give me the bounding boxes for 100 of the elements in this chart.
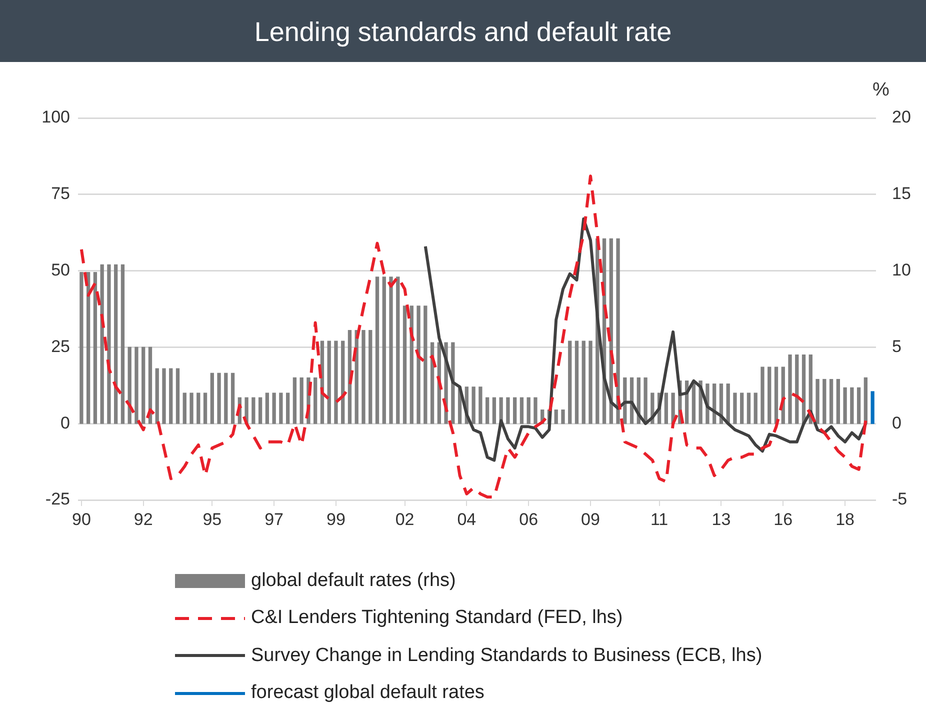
legend-label: forecast global default rates xyxy=(251,682,484,704)
bar xyxy=(506,397,510,424)
legend-label: global default rates (rhs) xyxy=(251,570,456,592)
bar xyxy=(843,387,847,424)
bar xyxy=(368,330,372,424)
x-tick-label: 13 xyxy=(712,510,731,529)
bar xyxy=(155,368,159,424)
x-tick-label: 99 xyxy=(326,510,346,529)
y2-tick-label: 20 xyxy=(892,108,911,127)
bar xyxy=(314,377,318,424)
bar xyxy=(224,372,228,424)
x-tick-label: 04 xyxy=(457,510,476,529)
bar xyxy=(561,410,565,424)
bar xyxy=(196,392,200,424)
bar xyxy=(836,378,840,424)
bar xyxy=(492,397,496,424)
bar xyxy=(182,392,186,424)
bar xyxy=(760,366,764,424)
bar xyxy=(582,340,586,424)
y-tick-label: 25 xyxy=(51,336,70,356)
x-tick-label: 11 xyxy=(650,510,668,529)
bar xyxy=(272,392,276,424)
bar xyxy=(534,397,538,424)
bar xyxy=(554,410,558,424)
x-tick-label: 06 xyxy=(519,510,538,529)
bar xyxy=(120,264,125,424)
bar xyxy=(520,397,524,424)
bar xyxy=(726,384,730,424)
x-tick-label: 92 xyxy=(134,510,153,529)
bar xyxy=(768,366,772,424)
bar xyxy=(513,397,517,424)
line-series xyxy=(80,174,868,498)
bar xyxy=(327,340,331,424)
bar xyxy=(210,372,214,424)
bar xyxy=(864,377,868,424)
bar xyxy=(856,387,861,424)
bar xyxy=(93,272,98,424)
bar xyxy=(588,340,592,424)
bar xyxy=(740,392,744,424)
bar xyxy=(402,306,407,424)
y-tick-label: 100 xyxy=(42,108,70,127)
bar xyxy=(107,264,111,424)
bar xyxy=(80,272,84,424)
bar xyxy=(190,392,194,424)
legend-label: Survey Change in Lending Standards to Business (ECB, lhs) xyxy=(251,644,762,667)
y2-axis-title: % xyxy=(872,80,890,101)
bar xyxy=(788,354,792,424)
bar xyxy=(568,340,572,424)
bar xyxy=(362,330,366,424)
y2-tick-label: 5 xyxy=(892,336,902,356)
bar xyxy=(341,340,345,424)
x-tick-label: 90 xyxy=(72,510,91,529)
bar xyxy=(203,392,208,424)
y-tick-label: 0 xyxy=(60,413,70,432)
bar xyxy=(86,272,90,424)
bar xyxy=(142,346,146,424)
bar xyxy=(382,276,386,424)
bar xyxy=(169,368,173,424)
bar xyxy=(416,306,420,424)
x-tick-label: 18 xyxy=(836,510,855,529)
y2-tick-label: 0 xyxy=(892,413,902,432)
x-tick-label: 95 xyxy=(202,510,222,529)
bar xyxy=(774,366,778,424)
x-tick-label: 09 xyxy=(581,510,600,529)
y-tick-label: 50 xyxy=(51,260,70,280)
bar xyxy=(258,397,262,424)
bar xyxy=(795,354,799,424)
bar xyxy=(279,392,283,424)
bar xyxy=(616,238,620,424)
bar xyxy=(217,372,221,424)
bar xyxy=(574,340,579,424)
bar xyxy=(472,386,476,424)
bar xyxy=(265,392,270,424)
bar xyxy=(485,397,490,424)
bar xyxy=(300,377,304,424)
bar xyxy=(396,276,400,424)
bar xyxy=(286,392,290,424)
y-tick-label: 75 xyxy=(51,184,70,204)
bar xyxy=(389,276,393,424)
bar xyxy=(424,306,428,424)
bar xyxy=(850,387,854,424)
x-tick-label: 02 xyxy=(395,510,414,529)
chart-title: Lending standards and default rate xyxy=(0,0,926,62)
bar xyxy=(252,397,256,424)
legend-label: C&I Lenders Tightening Standard (FED, lhs) xyxy=(251,607,623,630)
y2-tick-label: 10 xyxy=(892,260,911,280)
bar xyxy=(134,346,138,424)
y2-tick-label: 15 xyxy=(892,184,911,204)
bar xyxy=(822,378,826,424)
x-tick-label: 97 xyxy=(264,510,284,529)
bar xyxy=(754,392,758,424)
bar xyxy=(746,392,751,424)
bar xyxy=(870,391,874,424)
bar xyxy=(176,368,180,424)
x-tick-label: 16 xyxy=(774,510,793,529)
bar xyxy=(292,377,297,424)
bar xyxy=(114,264,118,424)
bar xyxy=(100,264,104,424)
bar xyxy=(451,342,455,424)
y-tick-label: -25 xyxy=(45,490,70,509)
